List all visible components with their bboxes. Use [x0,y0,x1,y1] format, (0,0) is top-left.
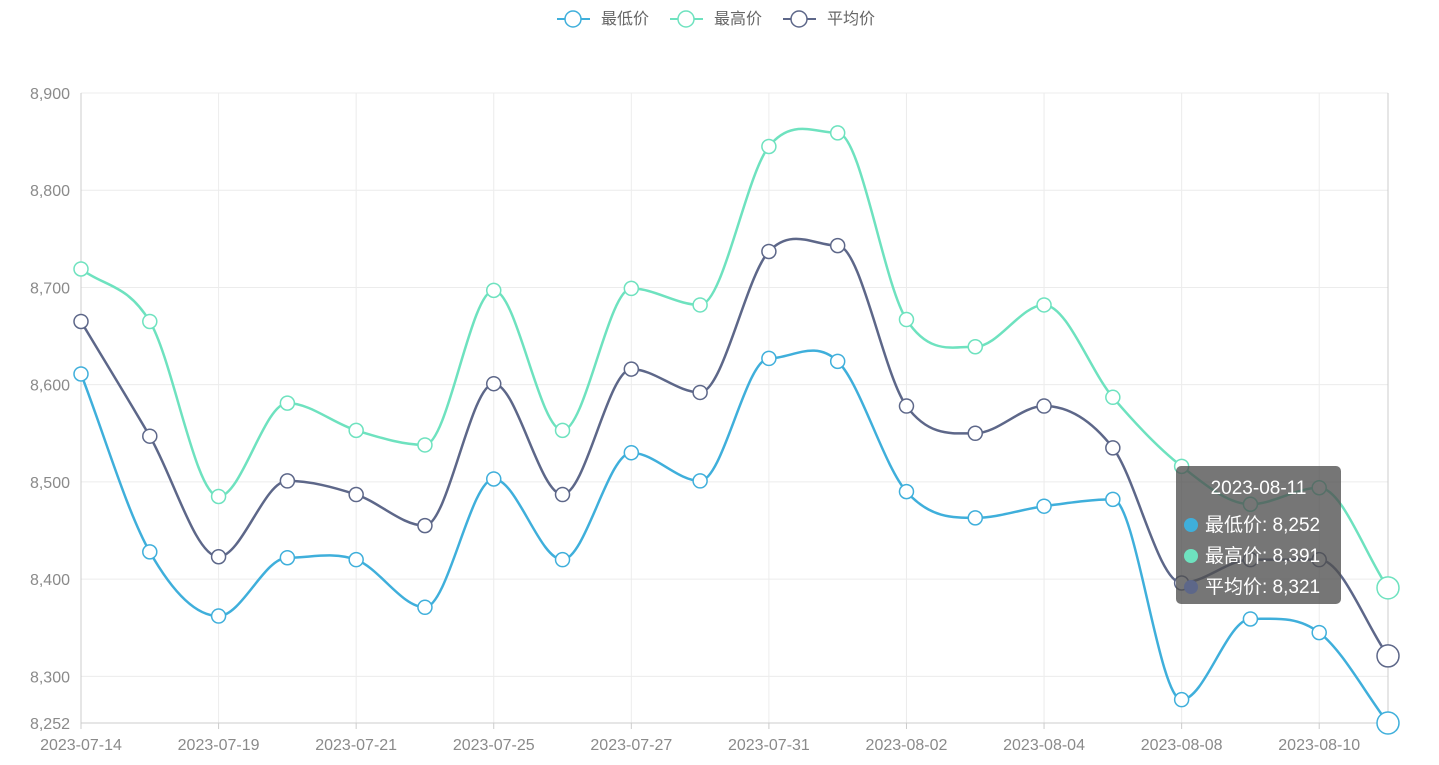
y-tick-label: 8,900 [30,86,70,103]
data-point[interactable] [1036,498,1052,514]
data-point[interactable] [967,425,984,442]
data-point[interactable] [554,422,571,439]
data-point[interactable] [692,473,708,489]
data-point[interactable] [554,551,571,568]
data-point[interactable] [1173,691,1190,708]
legend-label-1: 最高价 [714,10,762,28]
y-tick-label: 8,300 [30,669,70,686]
data-point[interactable] [348,486,364,503]
data-point[interactable] [692,297,708,313]
data-point[interactable] [485,282,502,299]
data-point[interactable] [829,237,846,254]
data-point[interactable] [554,486,571,503]
data-point[interactable] [692,384,708,401]
data-point[interactable] [142,428,158,444]
data-point[interactable] [1105,389,1121,406]
data-point[interactable] [417,599,433,616]
tooltip-row-max: 最高价: 8,391 [1184,541,1320,568]
legend-marker-2 [790,10,808,28]
data-point[interactable] [898,398,915,414]
x-tick-label: 2023-07-21 [315,737,397,754]
x-axis-labels: 2023-07-14 2023-07-19 2023-07-21 2023-07-25… [40,737,1360,754]
x-tick-label: 2023-08-08 [1141,737,1223,754]
data-point[interactable] [348,551,364,568]
legend-label-0: 最低价 [601,10,649,28]
data-point[interactable] [210,608,227,624]
tooltip-title: 2023-08-11 [1210,478,1307,499]
data-point[interactable] [348,422,364,439]
y-tick-label: 8,600 [30,378,70,395]
data-point[interactable] [623,280,640,297]
legend[interactable]: 最低价 最高价 平均价 [557,10,875,28]
data-point[interactable] [279,549,296,566]
data-point[interactable] [142,313,158,330]
y-axis-labels: 8,252 8,300 8,400 8,500 8,600 8,700 8,800 8,900 [30,86,70,733]
data-point[interactable] [73,366,89,382]
data-point[interactable] [829,125,846,141]
tooltip-row-min: 最低价: 8,252 [1184,510,1320,537]
y-tick-label: 8,252 [30,716,70,733]
data-point[interactable] [898,483,915,500]
data-point[interactable] [1311,624,1327,641]
x-tick-label: 2023-08-10 [1278,737,1360,754]
data-point[interactable] [210,488,227,505]
data-point[interactable] [1376,576,1400,600]
data-point[interactable] [623,444,640,461]
data-point[interactable] [1376,644,1400,668]
x-tick-label: 2023-08-04 [1003,737,1085,754]
legend-marker-0 [564,10,582,28]
data-point[interactable] [210,549,227,565]
tooltip-row-avg: 平均价: 8,321 [1184,572,1320,599]
legend-marker-1 [677,10,695,28]
data-point[interactable] [829,353,846,370]
data-point[interactable] [1036,297,1052,313]
x-tick-label: 2023-08-02 [866,737,948,754]
tooltip-dot-avg [1184,580,1198,594]
data-point[interactable] [761,243,777,260]
x-tick-label: 2023-07-31 [728,737,810,754]
tooltip-dot-max [1184,549,1198,563]
data-point[interactable] [1105,440,1121,456]
tooltip-label-max: 最高价: 8,391 [1205,546,1321,567]
data-point[interactable] [279,395,296,411]
data-point[interactable] [279,473,296,489]
data-point[interactable] [761,350,777,367]
tooltip-label-avg: 平均价: 8,321 [1205,577,1321,598]
data-point[interactable] [485,471,502,487]
series-lines [79,127,1390,724]
tooltip: 2023-08-11 最低价: 8,252 最高价: 8,391 平均价: 8,… [1176,466,1341,604]
data-point[interactable] [761,138,777,155]
tooltip-label-min: 最低价: 8,252 [1205,515,1321,536]
data-point[interactable] [967,510,984,526]
legend-label-2: 平均价 [827,10,875,28]
data-point[interactable] [417,437,433,453]
data-point[interactable] [898,311,915,328]
data-point[interactable] [1242,611,1259,627]
tooltip-dot-min [1184,518,1198,532]
x-tick-label: 2023-07-27 [590,737,672,754]
series-points[interactable] [73,125,1400,735]
x-tick-label: 2023-07-14 [40,737,122,754]
y-tick-label: 8,400 [30,572,70,589]
y-tick-label: 8,800 [30,183,70,200]
x-tick-label: 2023-07-19 [178,737,260,754]
y-tick-label: 8,700 [30,280,70,297]
y-tick-label: 8,500 [30,475,70,492]
data-point[interactable] [142,544,158,560]
data-point[interactable] [1376,711,1400,735]
data-point[interactable] [1105,491,1121,508]
data-point[interactable] [73,261,89,277]
data-point[interactable] [1036,398,1052,414]
axes [80,93,1389,729]
x-tick-label: 2023-07-25 [453,737,535,754]
data-point[interactable] [623,361,640,377]
data-point[interactable] [73,313,89,330]
data-point[interactable] [967,339,984,355]
data-point[interactable] [485,375,502,392]
data-point[interactable] [417,517,433,534]
